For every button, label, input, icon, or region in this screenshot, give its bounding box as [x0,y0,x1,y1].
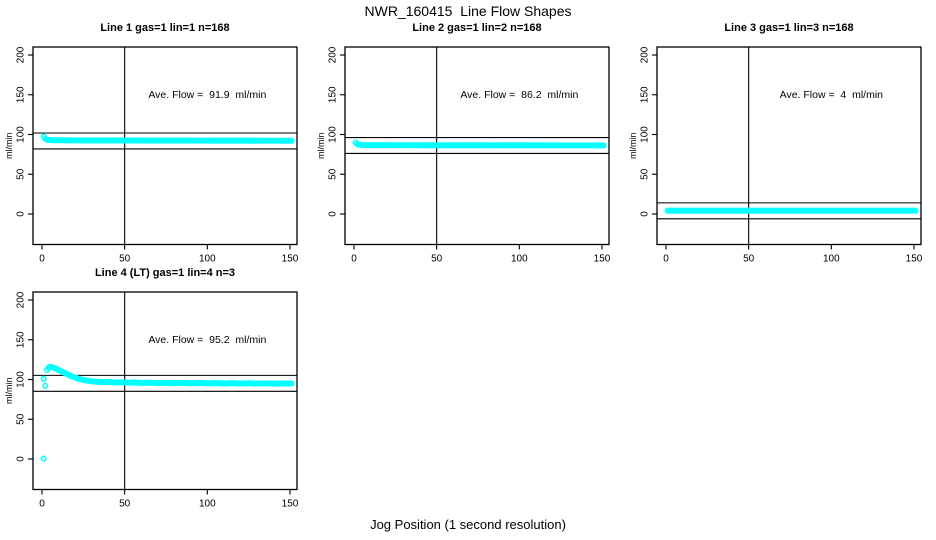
y-tick-label: 150 [16,86,27,103]
panel-title: Line 3 gas=1 lin=3 n=168 [724,22,854,34]
y-tick-label: 0 [16,456,27,462]
ave-flow-annotation: Ave. Flow = 91.9 ml/min [148,88,267,101]
y-axis-label: ml/min [4,133,14,160]
x-tick-label: 150 [282,499,299,510]
y-tick-label: 0 [16,211,27,217]
y-axis-label: ml/min [316,133,326,160]
x-tick-label: 0 [351,254,357,265]
y-tick-label: 0 [640,211,651,217]
ave-flow-annotation: Ave. Flow = 4 ml/min [779,88,884,101]
y-tick-label: 50 [640,168,651,180]
x-tick-label: 50 [743,254,755,265]
plot-box [344,46,610,246]
x-tick-label: 0 [39,254,45,265]
data-points [40,363,295,462]
y-tick-label: 50 [16,168,27,180]
panel-title: Line 2 gas=1 lin=2 n=168 [412,22,542,34]
flow-point [40,455,47,462]
y-tick-label: 150 [16,331,27,348]
x-tick-label: 150 [906,254,923,265]
y-tick-label: 200 [16,291,27,308]
y-tick-label: 50 [16,413,27,425]
panel-title: Line 1 gas=1 lin=1 n=168 [100,22,230,34]
plot-box [656,46,922,246]
x-tick-label: 100 [199,254,216,265]
panel-plot-svg: 0 50 100 150 0 50 100 150 200 ml/min [4,46,299,265]
data-points [664,207,919,214]
y-tick-label: 0 [328,211,339,217]
flow-point [600,142,607,149]
figure-title: NWR_160415 Line Flow Shapes [364,3,572,19]
panel-line-3: 0 50 100 150 0 50 100 150 200 ml/min Line 3 gas=1 … [624,18,936,268]
flow-point [288,380,295,387]
y-tick-label: 150 [328,86,339,103]
x-tick-label: 50 [431,254,443,265]
x-tick-label: 150 [594,254,611,265]
x-tick-label: 50 [119,499,131,510]
flow-point [40,375,47,382]
y-tick-label: 100 [640,126,651,143]
y-tick-label: 200 [16,46,27,63]
x-tick-label: 100 [823,254,840,265]
flow-point [912,207,919,214]
y-tick-label: 200 [328,46,339,63]
y-axis-label: ml/min [4,378,14,405]
y-tick-label: 100 [16,126,27,143]
y-tick-label: 100 [16,371,27,388]
x-tick-label: 0 [663,254,669,265]
data-points [40,133,295,144]
y-tick-label: 200 [640,46,651,63]
figure-x-axis-label: Jog Position (1 second resolution) [370,517,566,532]
panel-line-4: 0 50 100 150 0 50 100 150 200 ml/min Line 4 (LT) g… [0,263,312,513]
ave-flow-annotation: Ave. Flow = 86.2 ml/min [460,88,579,101]
plot-box [32,291,298,491]
x-tick-label: 100 [511,254,528,265]
ave-flow-annotation: Ave. Flow = 95.2 ml/min [148,333,267,346]
panel-line-2: 0 50 100 150 0 50 100 150 200 ml/min Line 2 gas=1 … [312,18,624,268]
x-tick-label: 50 [119,254,131,265]
data-points [352,139,607,149]
y-axis-label: ml/min [628,133,638,160]
y-tick-label: 50 [328,168,339,180]
x-tick-label: 100 [199,499,216,510]
panel-line-1: 0 50 100 150 0 50 100 150 200 ml/min Line 1 gas=1 … [0,18,312,268]
plot-box [32,46,298,246]
flow-point [288,137,295,144]
panel-plot-svg: 0 50 100 150 0 50 100 150 200 ml/min [4,291,299,510]
x-tick-label: 0 [39,499,45,510]
panel-plot-svg: 0 50 100 150 0 50 100 150 200 ml/min [628,46,923,265]
flow-point [42,382,49,389]
panel-title: Line 4 (LT) gas=1 lin=4 n=3 [94,267,236,279]
y-tick-label: 100 [328,126,339,143]
x-tick-label: 150 [282,254,299,265]
panel-plot-svg: 0 50 100 150 0 50 100 150 200 ml/min [316,46,611,265]
y-tick-label: 150 [640,86,651,103]
